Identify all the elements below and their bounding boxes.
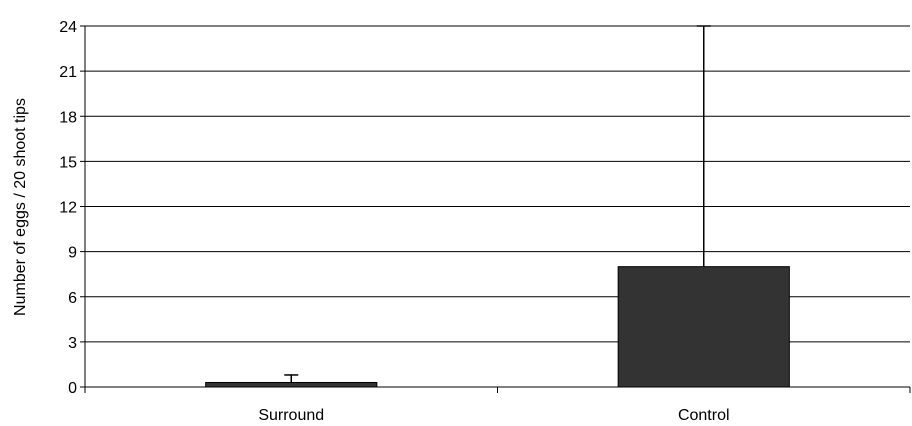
x-tick-labels: Surround Control — [258, 407, 729, 424]
bars — [205, 266, 790, 388]
y-tick-label: 9 — [68, 245, 77, 262]
y-tick-label: 15 — [59, 154, 77, 171]
y-tick-label: 3 — [68, 335, 77, 352]
y-tick-label: 6 — [68, 290, 77, 307]
bar — [617, 266, 790, 388]
y-tick-label: 12 — [59, 200, 77, 217]
x-tick-label: Control — [678, 407, 730, 424]
y-axis-title: Number of eggs / 20 shoot tips — [12, 98, 29, 316]
error-bars — [284, 25, 711, 383]
gridlines — [85, 25, 910, 343]
y-tick-labels: 0 3 6 9 12 15 18 21 24 — [59, 19, 77, 397]
y-tick-label: 24 — [59, 19, 77, 36]
axes — [80, 25, 911, 393]
y-tick-label: 18 — [59, 109, 77, 126]
y-tick-label: 0 — [68, 380, 77, 397]
x-tick-label: Surround — [258, 407, 324, 424]
y-tick-label: 21 — [59, 64, 77, 81]
bar — [205, 381, 378, 388]
